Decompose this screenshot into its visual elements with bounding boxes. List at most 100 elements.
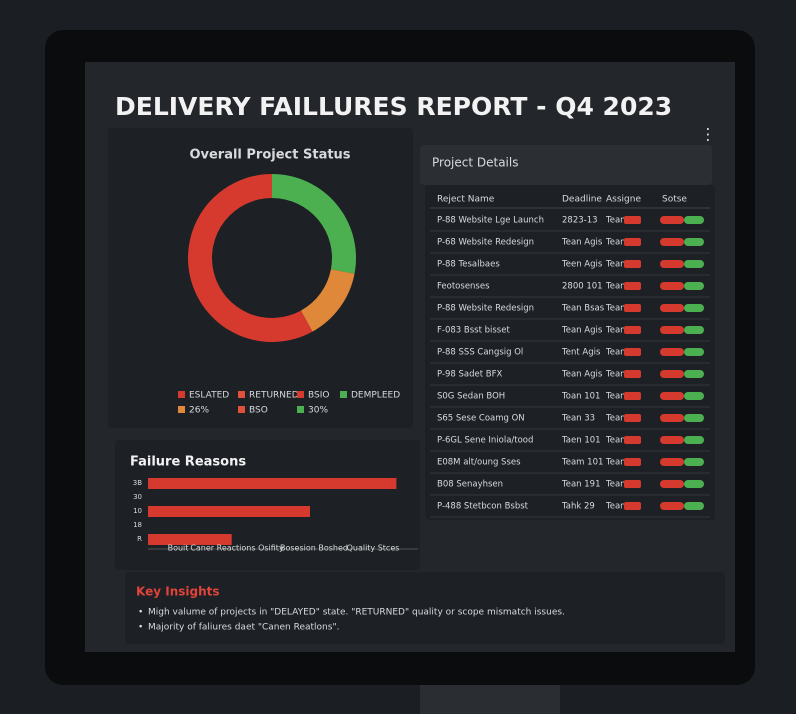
bar xyxy=(148,534,232,545)
assignee-tag xyxy=(624,282,641,290)
table-cell: P-488 Stetbcon Bsbst xyxy=(437,502,529,512)
status-pill-red xyxy=(660,260,684,268)
legend-swatch xyxy=(238,406,245,413)
legend-label: BSIO xyxy=(308,391,329,401)
table-cell: Tean Agis xyxy=(561,326,603,336)
x-label: Caner Reactions Osifity xyxy=(190,544,284,553)
assignee-tag xyxy=(624,370,641,378)
table-cell: Tean Agis xyxy=(561,238,603,248)
table-title: Project Details xyxy=(432,156,518,170)
assignee-tag xyxy=(624,458,641,466)
y-tick-label: 18 xyxy=(133,521,142,529)
legend-swatch xyxy=(297,406,304,413)
bar xyxy=(148,478,397,489)
legend-label: 30% xyxy=(308,406,328,416)
column-header: Reject Name xyxy=(437,195,495,205)
status-pill-red xyxy=(660,480,684,488)
table-cell: Tean Bsas xyxy=(561,304,605,314)
table-cell: P-98 Sadet BFX xyxy=(437,370,503,380)
assignee-tag xyxy=(624,436,641,444)
status-pill-green xyxy=(684,414,704,422)
details-header xyxy=(420,145,712,185)
assignee-tag xyxy=(624,216,641,224)
column-header: Sotse xyxy=(662,195,687,205)
status-pill-red xyxy=(660,238,684,246)
table-cell: Taen 101 xyxy=(561,436,601,446)
table-cell: Tean xyxy=(605,414,626,424)
table-cell: 2800 101 xyxy=(562,282,603,292)
table-cell: P-88 Website Redesign xyxy=(437,304,534,314)
table-cell: P-88 Website Lge Launch xyxy=(437,216,544,226)
status-pill-green xyxy=(684,326,704,334)
status-pill-green xyxy=(684,436,704,444)
table-cell: Teen Agis xyxy=(561,260,603,270)
assignee-tag xyxy=(624,238,641,246)
table-cell: Tahk 29 xyxy=(561,502,595,512)
table-cell: Team 101 xyxy=(561,458,603,468)
status-pill-red xyxy=(660,458,684,466)
assignee-tag xyxy=(624,260,641,268)
status-pill-red xyxy=(660,326,684,334)
status-pill-green xyxy=(684,458,704,466)
bullet: • xyxy=(138,608,143,618)
status-pill-red xyxy=(660,436,684,444)
table-cell: Tean xyxy=(605,304,626,314)
status-pill-green xyxy=(684,238,704,246)
menu-icon[interactable]: ⋮ xyxy=(700,125,716,144)
status-pill-green xyxy=(684,392,704,400)
insight-text: Migh valume of projects in "DELAYED" sta… xyxy=(148,608,565,618)
status-pill-green xyxy=(684,304,704,312)
table-cell: B08 Senayhsen xyxy=(437,480,503,490)
table-cell: Tean xyxy=(605,458,626,468)
x-label: Bosesion Boshed xyxy=(280,544,348,553)
status-pill-red xyxy=(660,370,684,378)
legend-label: RETURNED xyxy=(249,391,299,401)
table-cell: S0G Sedan BOH xyxy=(437,392,505,402)
table-cell: P-6GL Sene Iniola/tood xyxy=(437,436,533,446)
table-cell: S65 Sese Coamg ON xyxy=(437,414,525,424)
column-header: Deadline xyxy=(562,195,602,205)
table-cell: Tean 33 xyxy=(561,414,595,424)
details-panel xyxy=(425,185,715,520)
y-tick-label: 3B xyxy=(133,479,142,487)
assignee-tag xyxy=(624,304,641,312)
y-tick-label: 10 xyxy=(133,507,142,515)
bar xyxy=(148,506,310,517)
table-cell: P-68 Website Redesign xyxy=(437,238,534,248)
insights-title: Key Insights xyxy=(136,585,220,599)
table-cell: Toan 101 xyxy=(561,392,600,402)
status-pill-green xyxy=(684,260,704,268)
assignee-tag xyxy=(624,392,641,400)
table-cell: Tean xyxy=(605,392,626,402)
insight-text: Majority of faliures daet "Canen Reatlon… xyxy=(148,623,339,633)
table-cell: Tean xyxy=(605,348,626,358)
table-cell: P-88 Tesalbaes xyxy=(437,260,500,270)
assignee-tag xyxy=(624,326,641,334)
status-pill-red xyxy=(660,216,684,224)
status-pill-green xyxy=(684,348,704,356)
status-panel xyxy=(108,128,413,428)
y-tick-label: 30 xyxy=(133,493,142,501)
report-title: DELIVERY FAILLURES REPORT - Q4 2023 xyxy=(115,92,672,121)
legend-swatch xyxy=(178,406,185,413)
legend-label: 26% xyxy=(189,406,209,416)
table-cell: F-083 Bsst bisset xyxy=(437,326,510,336)
legend-label: BSO xyxy=(249,406,268,416)
table-cell: Tean 191 xyxy=(561,480,601,490)
assignee-tag xyxy=(624,480,641,488)
table-cell: Tean Agis xyxy=(561,370,603,380)
legend-label: DEMPLEED xyxy=(351,391,400,401)
table-cell: Tean xyxy=(605,480,626,490)
assignee-tag xyxy=(624,502,641,510)
table-cell: Tean xyxy=(605,282,626,292)
status-pill-green xyxy=(684,502,704,510)
x-label: Quality Stces xyxy=(347,544,400,553)
table-cell: Tean xyxy=(605,216,626,226)
insights-panel xyxy=(125,572,725,644)
assignee-tag xyxy=(624,348,641,356)
donut-slice xyxy=(300,269,355,332)
donut-title: Overall Project Status xyxy=(189,148,350,163)
legend-swatch xyxy=(178,391,185,398)
status-pill-red xyxy=(660,282,684,290)
